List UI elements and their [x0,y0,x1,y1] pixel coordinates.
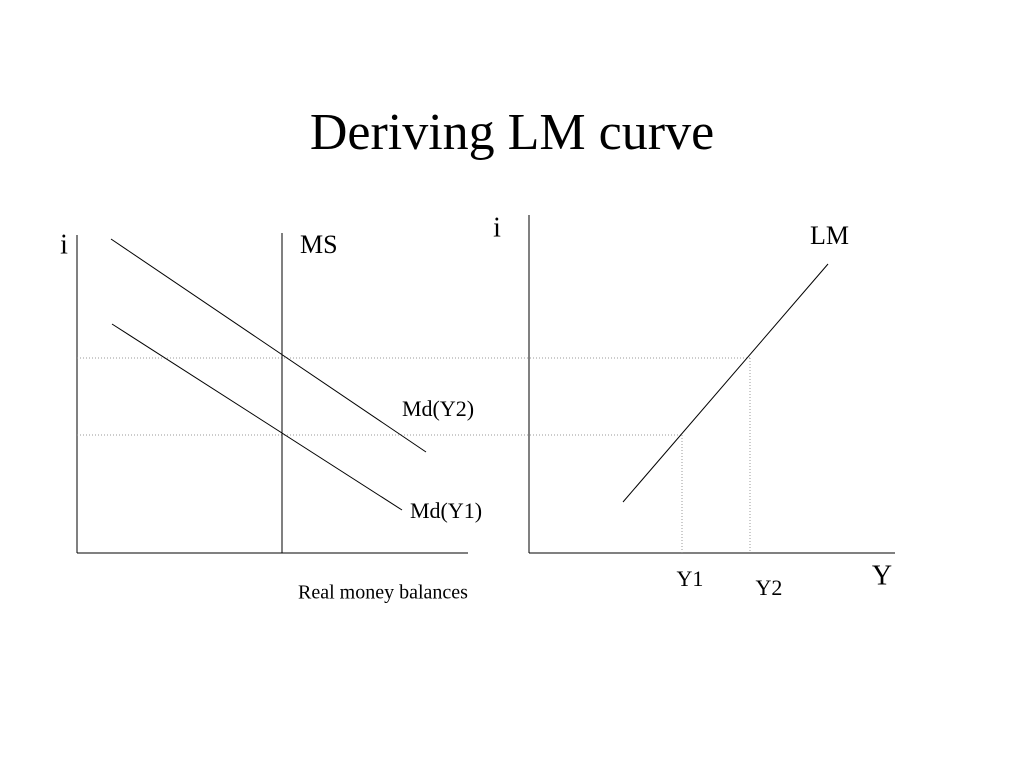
money-demand-y2 [110,238,427,453]
x-axis-label: Real money balances [298,582,468,604]
demand-label: Md(Y1) [410,498,482,523]
x-axis-label: Y [872,560,892,591]
money-demand-y1 [111,323,403,511]
money-market-panel: i MS Md(Y2) Md(Y1) Real money balances [60,229,750,604]
lm-curve [622,263,829,503]
supply-label: MS [300,230,338,259]
x-tick-label: Y2 [756,575,783,600]
lm-panel: i LM Y1 Y2 Y [493,212,895,600]
y-axis-label: i [493,212,501,243]
slide-title: Deriving LM curve [310,104,714,161]
y-axis-label: i [60,229,68,260]
x-tick-label: Y1 [677,566,704,591]
curve-label: LM [810,221,849,250]
demand-label: Md(Y2) [402,396,474,421]
